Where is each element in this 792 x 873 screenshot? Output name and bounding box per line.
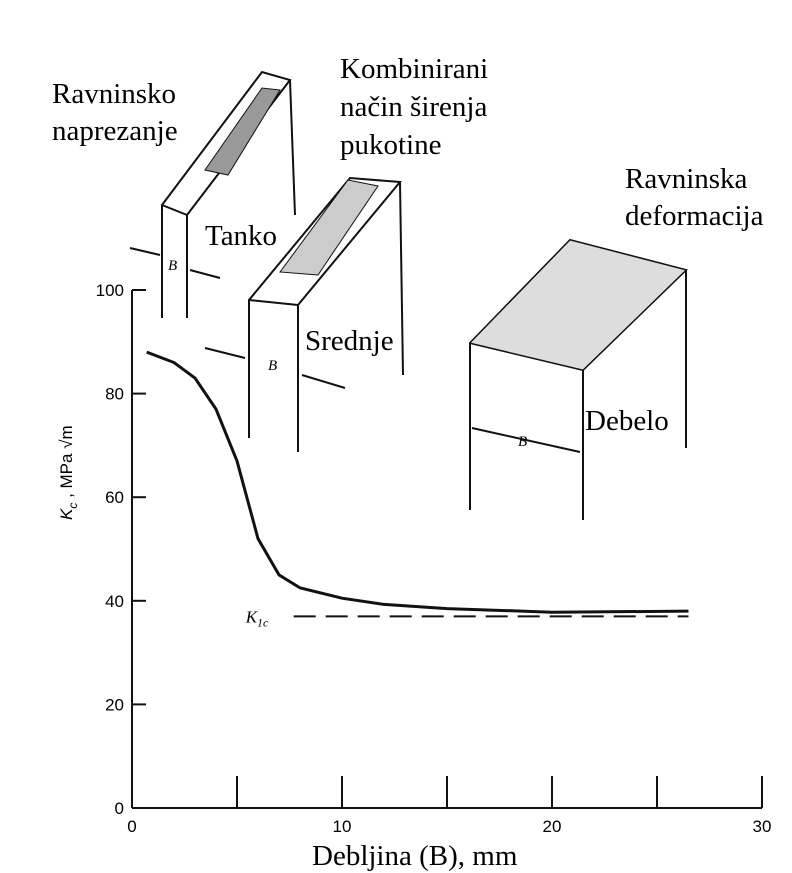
annotation: naprezanje xyxy=(52,115,178,147)
y-tick-label: 80 xyxy=(105,385,124,404)
x-tick-label: 30 xyxy=(753,817,772,836)
y-tick-label: 60 xyxy=(105,488,124,507)
y-label-part: , MPa √m xyxy=(57,425,76,502)
chart: Ravninsko naprezanje Kombinirani način š… xyxy=(0,0,792,873)
series-line xyxy=(147,352,689,612)
y-tick-label: 100 xyxy=(96,281,124,300)
specimen-thick xyxy=(470,240,686,520)
annotation: Srednje xyxy=(305,325,394,357)
series-label: K1c xyxy=(245,607,269,629)
y-tick-label: 40 xyxy=(105,592,124,611)
annotation: Tanko xyxy=(205,220,277,252)
y-tick-label: 20 xyxy=(105,695,124,714)
series-label-part: 1c xyxy=(257,615,269,629)
annotation: Kombinirani xyxy=(340,53,488,85)
y-label-part: K xyxy=(57,508,76,520)
annotation: Ravninsko xyxy=(52,78,176,110)
x-tick-label: 20 xyxy=(543,817,562,836)
x-axis-label: Debljina (B), mm xyxy=(312,840,518,872)
x-tick-label: 10 xyxy=(333,817,352,836)
annotation: Ravninska xyxy=(625,163,748,195)
b-label: B xyxy=(268,358,277,374)
annotation: pukotine xyxy=(340,129,442,161)
y-axis-label: Kc , MPa √m xyxy=(57,425,80,520)
b-label: B xyxy=(168,258,177,274)
annotation: Debelo xyxy=(585,405,669,437)
y-tick-label: 0 xyxy=(115,799,124,818)
x-tick-label: 0 xyxy=(127,817,136,836)
b-label: B xyxy=(518,434,527,450)
annotation: deformacija xyxy=(625,200,764,232)
annotation: način širenja xyxy=(340,91,487,123)
